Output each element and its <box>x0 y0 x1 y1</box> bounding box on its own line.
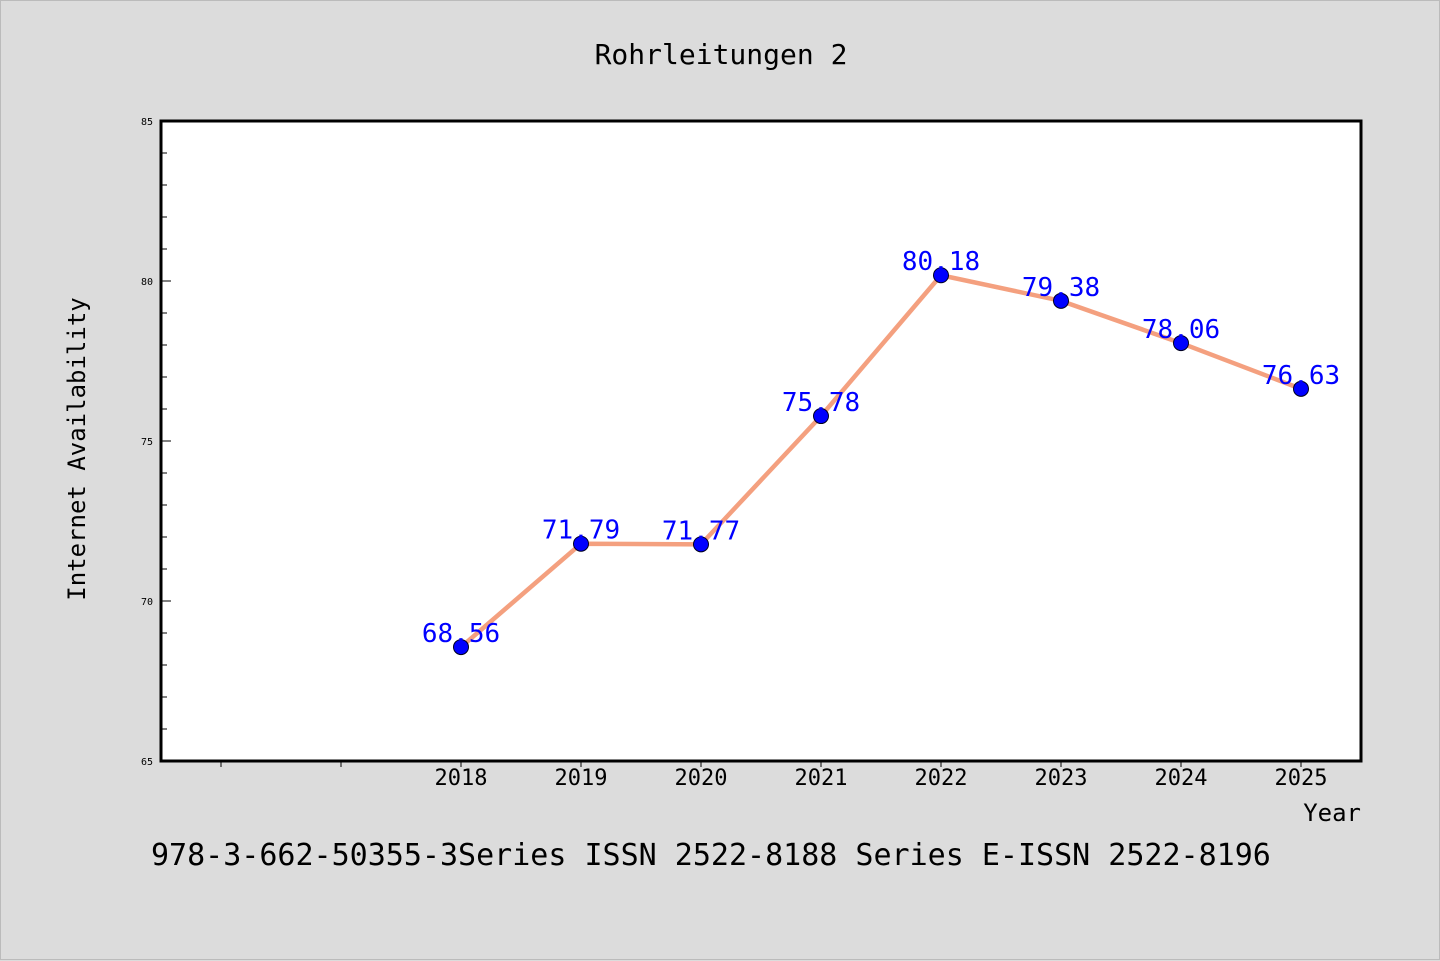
data-label: 78.06 <box>1142 315 1220 345</box>
x-tick-label: 2020 <box>675 766 728 791</box>
y-tick-label: 65 <box>141 757 153 768</box>
footer-isbn-text: 978-3-662-50355-3Series ISSN 2522-8188 S… <box>151 838 1271 873</box>
data-label: 68.56 <box>422 619 500 649</box>
x-tick-label: 2024 <box>1155 766 1208 791</box>
x-tick-label: 2023 <box>1035 766 1088 791</box>
data-point <box>933 267 949 284</box>
data-point <box>1173 335 1189 352</box>
x-tick-label: 2022 <box>915 766 968 791</box>
data-point <box>1293 380 1309 397</box>
y-tick-label: 70 <box>141 597 153 608</box>
data-point <box>813 408 829 425</box>
x-axis: 2018 2019 2020 2021 2022 2023 2024 2025 <box>220 761 1328 791</box>
y-tick-label: 85 <box>141 117 153 128</box>
data-point <box>573 535 589 552</box>
data-points <box>453 267 1309 656</box>
chart-title: Rohrleitungen 2 <box>595 38 848 71</box>
data-label: 80.18 <box>902 247 980 277</box>
data-point <box>1053 292 1069 309</box>
x-tick-label: 2021 <box>795 766 848 791</box>
plot-area <box>159 119 1363 763</box>
data-point <box>693 536 709 553</box>
y-axis-label: Internet Availability <box>63 297 91 600</box>
x-tick-label: 2018 <box>435 766 488 791</box>
y-axis: 65 70 75 80 85 <box>141 117 171 768</box>
data-labels: 68.56 71.79 71.77 75.78 80.18 79.38 78.06 76.63 <box>422 247 1340 649</box>
x-axis-label: Year <box>1303 799 1361 827</box>
data-label: 76.63 <box>1262 361 1340 391</box>
x-tick-label: 2019 <box>555 766 608 791</box>
x-tick-label: 2025 <box>1275 766 1328 791</box>
data-label: 71.77 <box>662 516 740 546</box>
data-label: 71.79 <box>542 516 620 546</box>
data-point <box>453 639 469 656</box>
data-label: 79.38 <box>1022 273 1100 303</box>
series-line <box>459 272 1302 649</box>
y-tick-label: 80 <box>141 277 153 288</box>
data-label: 75.78 <box>782 388 860 418</box>
y-tick-label: 75 <box>141 437 153 448</box>
